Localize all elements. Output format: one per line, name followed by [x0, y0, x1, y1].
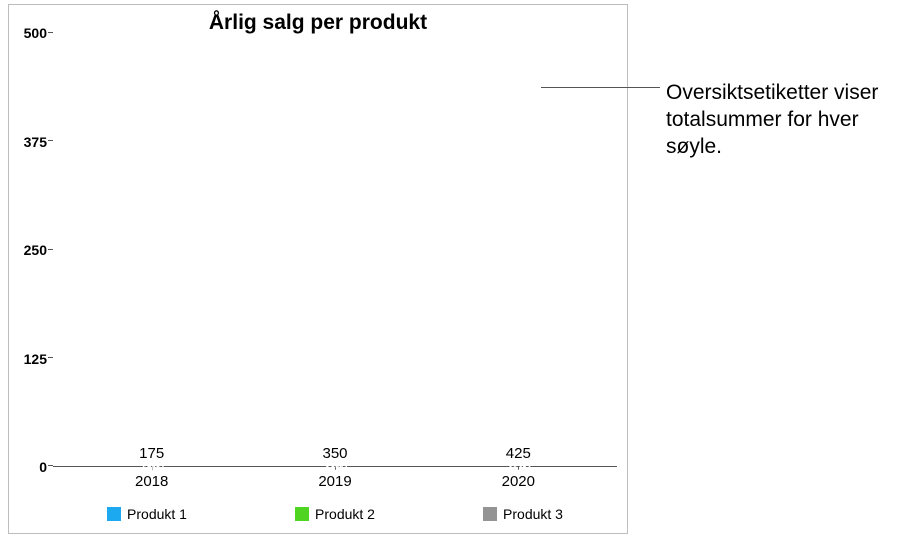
bar-total-label: 350	[275, 445, 395, 462]
y-tick-label: 500	[24, 25, 47, 41]
x-category-label: 2019	[275, 473, 395, 490]
x-category-label: 2020	[458, 473, 578, 490]
y-tick-label: 0	[39, 459, 47, 475]
legend-swatch	[295, 507, 309, 521]
x-category-label: 2018	[92, 473, 212, 490]
bar-total-label: 175	[92, 445, 212, 462]
legend-item: Produkt 2	[295, 506, 375, 522]
y-tick-mark	[48, 465, 53, 466]
y-tick-label: 125	[24, 351, 47, 367]
y-tick-mark	[48, 357, 53, 358]
legend: Produkt 1 Produkt 2 Produkt 3	[53, 503, 617, 525]
legend-label: Produkt 3	[503, 506, 563, 522]
legend-swatch	[107, 507, 121, 521]
y-tick-mark	[48, 32, 53, 33]
y-tick-label: 250	[24, 242, 47, 258]
legend-item: Produkt 1	[107, 506, 187, 522]
plot-area: 2550100175201850100200350201925150250425…	[53, 33, 617, 467]
callout-line	[541, 87, 660, 88]
legend-label: Produkt 2	[315, 506, 375, 522]
y-tick-mark	[48, 140, 53, 141]
y-axis: 0125250375500	[9, 33, 53, 467]
chart-frame: Årlig salg per produkt 0 125 250 375 500 255…	[8, 4, 628, 534]
y-tick-mark	[48, 249, 53, 250]
chart-title: Årlig salg per produkt	[9, 11, 627, 35]
legend-label: Produkt 1	[127, 506, 187, 522]
legend-item: Produkt 3	[483, 506, 563, 522]
y-tick-label: 375	[24, 134, 47, 150]
bar-total-label: 425	[458, 445, 578, 462]
callout-text: Oversiktsetiketter viser totalsummer for…	[666, 80, 906, 161]
legend-swatch	[483, 507, 497, 521]
